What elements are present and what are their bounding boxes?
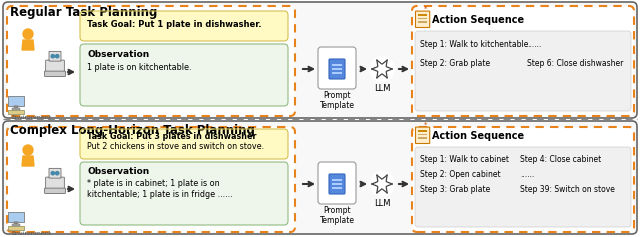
Text: Step 4: Close cabinet: Step 4: Close cabinet [520,155,601,164]
FancyBboxPatch shape [80,44,288,106]
Text: * plate is in cabinet; 1 plate is on: * plate is in cabinet; 1 plate is on [87,179,220,188]
Circle shape [370,172,394,196]
Circle shape [370,57,394,81]
Bar [418,134,427,135]
Text: Step 39: Switch on stove: Step 39: Switch on stove [520,185,615,194]
Bar [418,130,427,132]
Text: kitchentable; 1 plate is in fridge ......: kitchentable; 1 plate is in fridge .....… [87,190,232,199]
FancyBboxPatch shape [80,162,288,225]
FancyBboxPatch shape [8,96,24,106]
FancyBboxPatch shape [49,51,61,61]
FancyBboxPatch shape [318,47,356,89]
FancyBboxPatch shape [329,59,345,79]
Bar [332,187,342,189]
Bar [332,183,342,185]
FancyBboxPatch shape [415,127,429,143]
FancyBboxPatch shape [415,11,429,27]
Bar [418,137,427,139]
Polygon shape [22,156,34,166]
Text: Prompt
Template: Prompt Template [319,206,355,225]
Bar [8,226,24,230]
Text: Task Goal: Put 3 plates in dishwasher: Task Goal: Put 3 plates in dishwasher [87,132,257,141]
Text: Environment: Environment [11,231,51,236]
FancyBboxPatch shape [80,129,288,159]
Text: Step 3: Grab plate: Step 3: Grab plate [420,185,490,194]
Bar [332,64,342,66]
FancyBboxPatch shape [412,6,634,116]
FancyBboxPatch shape [415,147,631,227]
Circle shape [51,55,54,58]
FancyBboxPatch shape [412,127,634,232]
Text: ......: ...... [520,170,534,179]
Text: 1 plate is on kitchentable.: 1 plate is on kitchentable. [87,63,191,72]
FancyBboxPatch shape [8,212,24,222]
Circle shape [51,172,54,175]
Bar [418,21,427,23]
Text: Action Sequence: Action Sequence [432,131,524,141]
Bar [332,179,342,181]
Text: Step 1: Walk to kitchentable: Step 1: Walk to kitchentable [420,40,529,49]
Polygon shape [14,222,18,225]
FancyBboxPatch shape [45,71,65,77]
Circle shape [23,145,33,155]
Bar [418,18,427,19]
Polygon shape [22,40,34,50]
Text: *: * [424,122,427,128]
Text: Complex Long-Horizon Task Planning: Complex Long-Horizon Task Planning [10,124,255,137]
Text: Environment: Environment [11,115,51,120]
Text: Prompt
Template: Prompt Template [319,91,355,110]
Text: Observation: Observation [87,167,149,176]
Text: Observation: Observation [87,50,149,59]
FancyBboxPatch shape [415,31,631,111]
FancyBboxPatch shape [45,60,64,74]
FancyBboxPatch shape [318,162,356,204]
Text: LLM: LLM [374,199,390,208]
Bar [12,224,20,226]
FancyBboxPatch shape [3,2,637,118]
Bar [332,68,342,70]
Text: *: * [424,6,427,12]
Polygon shape [14,106,18,109]
Text: LLM: LLM [374,84,390,93]
Bar [12,108,20,110]
Text: Task Goal: Put 1 plate in dishwasher.: Task Goal: Put 1 plate in dishwasher. [87,19,262,28]
Circle shape [378,65,385,73]
Bar [418,14,427,16]
FancyBboxPatch shape [80,11,288,41]
Circle shape [56,172,59,175]
Circle shape [378,180,385,188]
Circle shape [56,55,59,58]
FancyBboxPatch shape [329,174,345,194]
Text: Step 1: Walk to cabinet: Step 1: Walk to cabinet [420,155,509,164]
Text: Step 2: Open cabinet: Step 2: Open cabinet [420,170,500,179]
Bar [332,72,342,74]
Text: ......: ...... [527,40,541,49]
Circle shape [23,29,33,39]
Text: Action Sequence: Action Sequence [432,15,524,25]
Bar [8,110,24,114]
FancyBboxPatch shape [45,188,65,193]
Text: Step 6: Close dishwasher: Step 6: Close dishwasher [527,59,623,68]
FancyBboxPatch shape [3,121,637,234]
Text: Step 2: Grab plate: Step 2: Grab plate [420,59,490,68]
Text: Regular Task Planning: Regular Task Planning [10,6,157,19]
FancyBboxPatch shape [49,168,61,178]
FancyBboxPatch shape [7,6,295,116]
FancyBboxPatch shape [7,127,295,232]
Text: Put 2 chickens in stove and switch on stove.: Put 2 chickens in stove and switch on st… [87,142,264,151]
FancyBboxPatch shape [45,177,64,191]
